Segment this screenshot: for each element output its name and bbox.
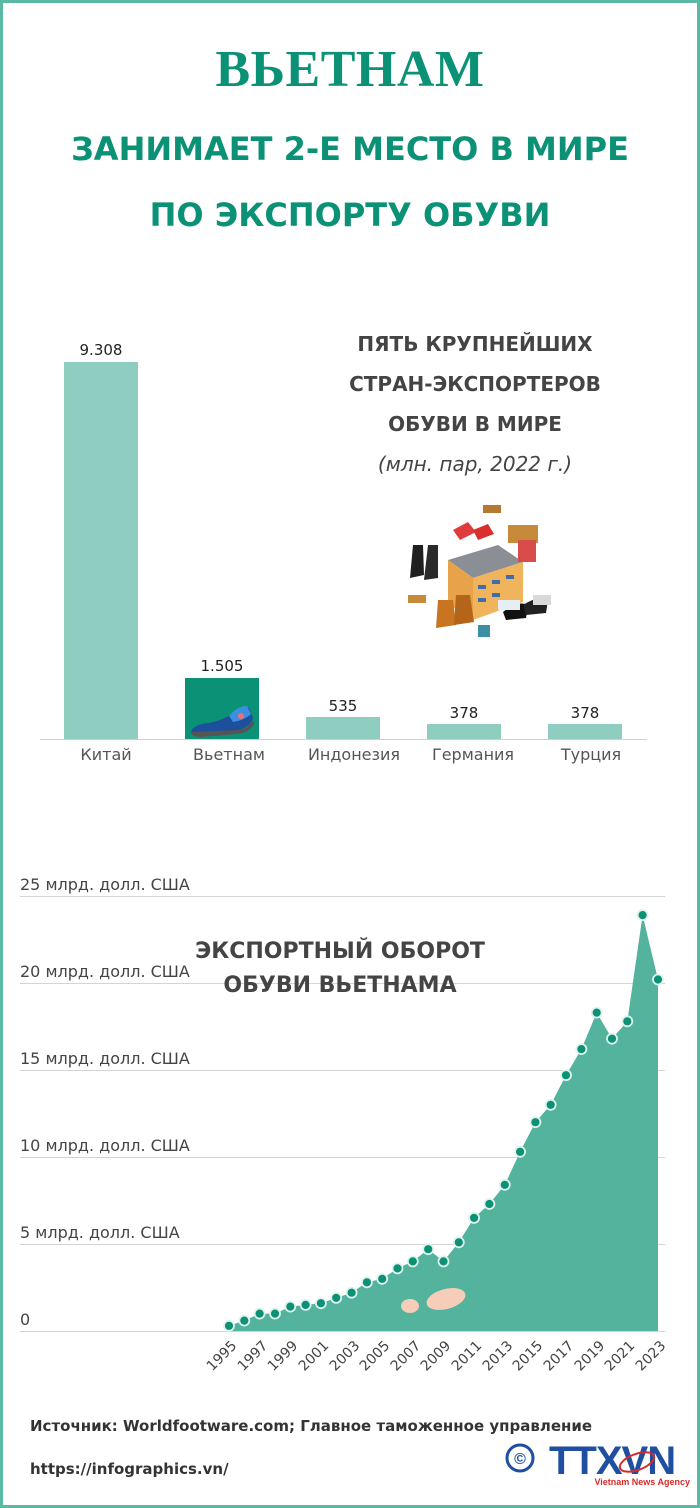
gridline-0 [20,1331,665,1332]
shoe-factory-illustration [408,505,551,637]
data-point-1995 [223,1319,235,1332]
data-point-2012 [483,1198,496,1210]
ytick-25: 25 млрд. долл. США [20,875,190,894]
bar-value-indonesia: 535 [328,697,358,715]
data-point-2011 [468,1212,481,1224]
area-fill [229,915,658,1331]
bar-chart-baseline [40,739,647,740]
bar-germany [427,724,501,739]
ytick-15: 15 млрд. долл. США [20,1049,190,1068]
data-point-2023 [652,973,664,986]
bar-label-china: Китай [80,745,132,764]
source-text: Источник: Worldfootware.com; Главное там… [30,1417,593,1435]
data-point-2020 [606,1032,618,1045]
bar-value-germany: 378 [449,704,479,722]
data-point-2000 [299,1299,312,1311]
sneaker-icon [191,706,254,737]
data-point-2014 [514,1145,526,1158]
data-point-2016 [544,1098,557,1111]
data-point-1999 [284,1300,297,1313]
ttxvn-logo: © TTXVN Vietnam News Agency [505,1440,690,1487]
ytick-10: 10 млрд. долл. США [20,1136,190,1155]
data-point-2003 [345,1286,358,1299]
data-point-2004 [360,1276,373,1289]
svg-text:TTXVN: TTXVN [549,1440,675,1483]
bar-label-indonesia: Индонезия [307,745,401,764]
bar-china [64,362,138,739]
bar-label-germany: Германия [431,745,515,764]
data-point-2002 [330,1292,343,1304]
bar-value-turkey: 378 [570,704,600,722]
data-point-2001 [314,1297,327,1310]
data-point-2008 [422,1243,435,1256]
data-point-2010 [452,1236,465,1249]
data-point-2017 [560,1069,572,1082]
gridline-10 [20,1157,665,1158]
data-point-2018 [575,1043,588,1055]
data-point-1997 [253,1307,266,1320]
page-subtitle-line1: ЗАНИМАЕТ 2-Е МЕСТО В МИРЕ [71,130,629,168]
area-chart-title: ЭКСПОРТНЫЙ ОБОРОТ ОБУВИ ВЬЕТНАМА [160,935,520,1003]
bar-chart-title: ПЯТЬ КРУПНЕЙШИХ СТРАН-ЭКСПОРТЕРОВ ОБУВИ … [310,324,640,444]
footprint-icon [401,1288,466,1313]
bar-indonesia [306,717,380,739]
bar-chart-title-line3: ОБУВИ В МИРЕ [388,412,562,436]
bar-value-china: 9.308 [79,341,123,359]
bar-label-vietnam: Вьетнам [193,745,265,764]
bar-chart-title-line2: СТРАН-ЭКСПОРТЕРОВ [349,372,601,396]
data-point-1998 [269,1307,281,1320]
gridline-5 [20,1244,665,1245]
area-chart-title-line1: ЭКСПОРТНЫЙ ОБОРОТ [195,939,485,964]
gridline-15 [20,1070,665,1071]
bar-chart-unit: (млн. пар, 2022 г.) [377,452,573,476]
data-point-2021 [621,1015,634,1028]
gridline-25 [20,896,665,897]
ytick-0: 0 [20,1310,31,1329]
area-chart-title-line2: ОБУВИ ВЬЕТНАМА [223,973,457,998]
gridline-20 [20,983,665,984]
page-title: ВЬЕТНАМ [215,41,485,98]
data-point-2022 [636,909,649,921]
svg-text:Vietnam News Agency: Vietnam News Agency [594,1477,690,1487]
source-url[interactable]: https://infographics.vn/ [30,1460,229,1478]
data-point-2007 [406,1255,419,1268]
bar-chart-title-line1: ПЯТЬ КРУПНЕЙШИХ [357,332,593,356]
ytick-5: 5 млрд. долл. США [20,1223,180,1242]
data-point-2006 [391,1262,404,1275]
bar-vietnam [185,678,259,739]
data-point-2013 [498,1178,511,1191]
data-point-2015 [529,1116,542,1129]
bar-value-vietnam: 1.505 [200,657,244,675]
bar-label-turkey: Турция [560,745,622,764]
ytick-20: 20 млрд. долл. США [20,962,190,981]
data-point-2005 [376,1272,389,1285]
data-point-1996 [238,1314,251,1327]
svg-text:©: © [514,1451,526,1468]
bar-turkey [548,724,622,739]
data-point-2019 [590,1006,603,1019]
data-point-2009 [437,1255,450,1268]
page-subtitle-line2: ПО ЭКСПОРТУ ОБУВИ [149,196,551,234]
